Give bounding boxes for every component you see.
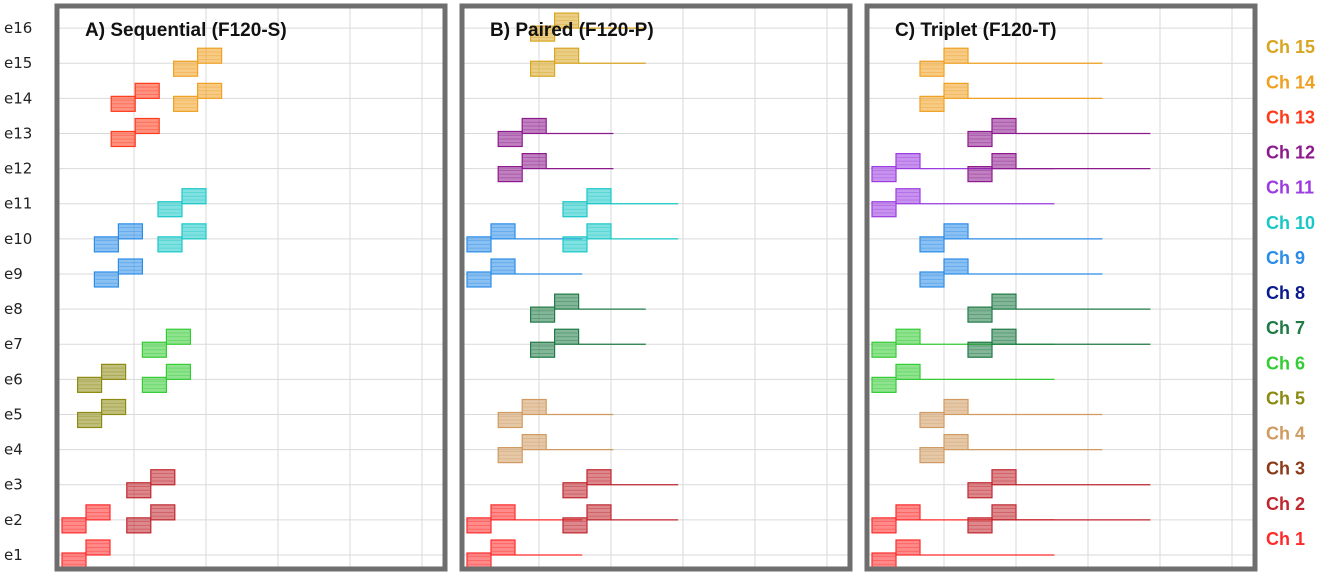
legend-item-ch9: Ch 9: [1266, 248, 1305, 268]
row-label-e16: e16: [4, 19, 32, 37]
legend-item-ch5: Ch 5: [1266, 388, 1305, 408]
row-label-e2: e2: [4, 511, 23, 529]
row-label-e1: e1: [4, 546, 23, 564]
row-label-e7: e7: [4, 335, 23, 353]
legend-item-ch4: Ch 4: [1266, 424, 1305, 444]
legend-item-ch1: Ch 1: [1266, 529, 1305, 549]
panel-1-title: B) Paired (F120-P): [490, 20, 654, 41]
row-label-e13: e13: [4, 124, 32, 142]
legend-item-ch11: Ch 11: [1266, 178, 1314, 198]
panel-1-bg: [462, 6, 850, 569]
row-label-e14: e14: [4, 89, 32, 107]
panel-0-title: A) Sequential (F120-S): [85, 20, 287, 41]
row-label-e11: e11: [4, 195, 32, 213]
legend-item-ch6: Ch 6: [1266, 353, 1305, 373]
legend-item-ch10: Ch 10: [1266, 213, 1315, 233]
legend-item-ch3: Ch 3: [1266, 459, 1305, 479]
legend-item-ch7: Ch 7: [1266, 318, 1305, 338]
legend-item-ch2: Ch 2: [1266, 494, 1305, 514]
legend-item-ch14: Ch 14: [1266, 72, 1315, 92]
row-label-e6: e6: [4, 370, 23, 388]
legend-item-ch15: Ch 15: [1266, 37, 1315, 57]
legend-item-ch8: Ch 8: [1266, 283, 1305, 303]
row-label-e10: e10: [4, 230, 32, 248]
panel-0-frame: [54, 3, 448, 572]
row-label-e3: e3: [4, 476, 23, 494]
panel-1-frame: [459, 3, 853, 572]
row-label-e12: e12: [4, 160, 32, 178]
panel-2-frame: [864, 3, 1258, 572]
legend-item-ch13: Ch 13: [1266, 107, 1315, 127]
row-label-e15: e15: [4, 54, 32, 72]
row-label-e8: e8: [4, 300, 23, 318]
panel-2-title: C) Triplet (F120-T): [895, 20, 1057, 41]
legend-item-ch12: Ch 12: [1266, 143, 1315, 163]
row-label-e4: e4: [4, 441, 23, 459]
row-label-e5: e5: [4, 405, 23, 423]
row-label-e9: e9: [4, 265, 23, 283]
